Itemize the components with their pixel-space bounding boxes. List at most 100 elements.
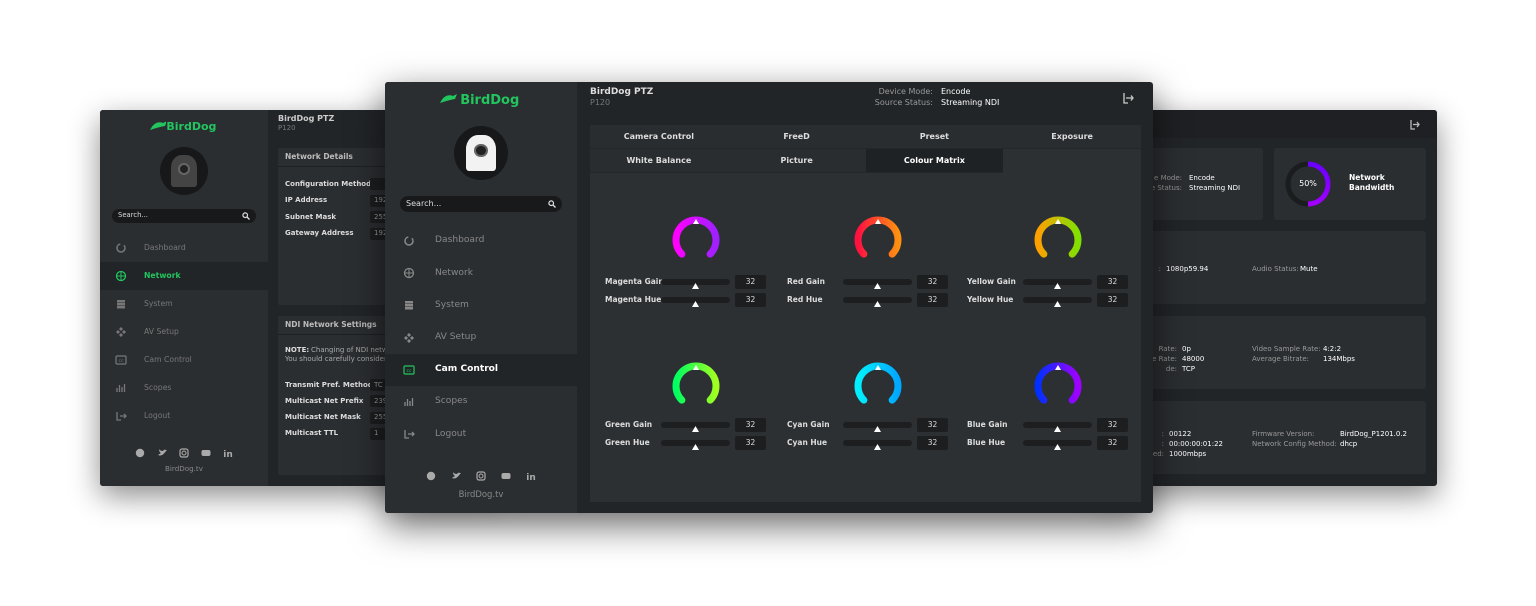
social-icon[interactable] [451,471,461,481]
tab[interactable]: Preset [865,125,1004,149]
value-box[interactable]: 32 [917,293,948,307]
slider-thumb[interactable] [874,426,881,432]
social-icon[interactable]: in [526,471,536,481]
nav-icon [117,300,125,309]
nav-item[interactable]: AV Setup [385,322,577,354]
slider-track[interactable] [1023,297,1092,303]
field-value: TC [374,380,383,389]
slider-track[interactable] [1023,422,1092,428]
nav-icon: cc [403,365,415,375]
info-value: 4:2:2 [1323,345,1342,353]
slider-thumb[interactable] [874,283,881,289]
info-label: Firmware Version: [1252,430,1315,438]
colour-dial[interactable] [848,210,908,270]
slider-thumb[interactable] [1054,444,1061,450]
slider-track[interactable] [661,297,730,303]
nav-item[interactable]: cc Cam Control [385,353,577,386]
slider-thumb[interactable] [692,301,699,307]
nav-item[interactable]: Dashboard [385,225,577,257]
nav-item[interactable]: Network [100,262,268,290]
tab[interactable]: White Balance [590,149,728,173]
nav-icon [404,430,415,439]
nav-item[interactable]: Network [385,257,577,289]
tab[interactable]: Picture [727,149,866,173]
social-icon[interactable] [179,448,189,458]
slider-track[interactable] [843,440,912,446]
nav-item[interactable]: Logout [100,402,268,430]
social-icon[interactable] [476,471,486,481]
social-icon[interactable]: in [223,448,233,458]
social-icon[interactable] [501,471,511,481]
tab[interactable]: Colour Matrix [865,149,1004,173]
value-box[interactable]: 32 [735,293,766,307]
slider-track[interactable] [843,422,912,428]
slider-label: Green Hue [605,438,650,447]
slider-thumb[interactable] [1054,301,1061,307]
colour-dial[interactable] [666,356,726,416]
nav-item[interactable]: Scopes [100,374,268,402]
nav-item[interactable]: System [100,290,268,318]
colour-dial[interactable] [1028,356,1088,416]
social-icon[interactable] [135,448,145,458]
nav-item[interactable]: Scopes [385,386,577,418]
slider-track[interactable] [843,279,912,285]
value-box[interactable]: 32 [735,275,766,289]
nav-label: Logout [144,411,171,421]
slider-track[interactable] [1023,440,1092,446]
nav-item[interactable]: System [385,289,577,321]
value-box[interactable]: 32 [1097,436,1128,450]
nav-item[interactable]: AV Setup [100,318,268,346]
value-box[interactable]: 32 [917,275,948,289]
search-box[interactable]: Search... [400,196,562,212]
logo-icon [149,121,167,131]
value-box[interactable]: 32 [1097,275,1128,289]
nav-item[interactable]: cc Cam Control [100,346,268,374]
svg-text:cc: cc [407,369,412,374]
search-box[interactable]: Search... [112,209,256,223]
value-box[interactable]: 32 [917,436,948,450]
colour-dial[interactable] [848,356,908,416]
footer-link[interactable]: BirdDog.tv [165,464,203,473]
social-icon[interactable] [201,448,211,458]
status-card: e Mode: Encode e Status: Streaming NDI [1140,148,1263,220]
slider-thumb[interactable] [1054,283,1061,289]
colour-dial[interactable] [666,210,726,270]
value-box[interactable]: 32 [735,436,766,450]
social-icon[interactable] [426,471,436,481]
logout-button[interactable] [1409,119,1420,130]
slider-thumb[interactable] [874,301,881,307]
nav-icon [404,332,414,343]
search-icon [548,200,556,208]
slider-thumb[interactable] [874,444,881,450]
value-box[interactable]: 32 [917,418,948,432]
field-label: Configuration Method [285,179,372,188]
tab[interactable]: FreeD [727,125,866,149]
info-value: 0p [1182,345,1191,353]
nav-label: System [144,299,173,309]
value-box[interactable]: 32 [735,418,766,432]
slider-track[interactable] [843,297,912,303]
nav-item[interactable]: Logout [385,418,577,450]
tab[interactable]: Camera Control [590,125,728,149]
logo: BirdDog [460,92,520,108]
note-text: Changing of NDI netw [311,346,388,354]
tab[interactable]: Exposure [1003,125,1141,149]
value-box[interactable]: 32 [1097,293,1128,307]
slider-thumb[interactable] [692,426,699,432]
social-icon[interactable] [157,448,167,458]
slider-track[interactable] [661,279,730,285]
sidebar: BirdDog Search... Dashboard Network System AV… [100,110,268,486]
footer-link[interactable]: BirdDog.tv [458,489,504,499]
logout-button[interactable] [1122,92,1134,104]
slider-track[interactable] [661,422,730,428]
value-box[interactable]: 32 [1097,418,1128,432]
slider-thumb[interactable] [692,444,699,450]
colour-dial[interactable] [1028,210,1088,270]
slider-track[interactable] [661,440,730,446]
info-value: TCP [1182,365,1195,373]
slider-track[interactable] [1023,279,1092,285]
slider-thumb[interactable] [692,283,699,289]
status-label: Source Status: [874,98,933,107]
slider-thumb[interactable] [1054,426,1061,432]
nav-item[interactable]: Dashboard [100,234,268,262]
